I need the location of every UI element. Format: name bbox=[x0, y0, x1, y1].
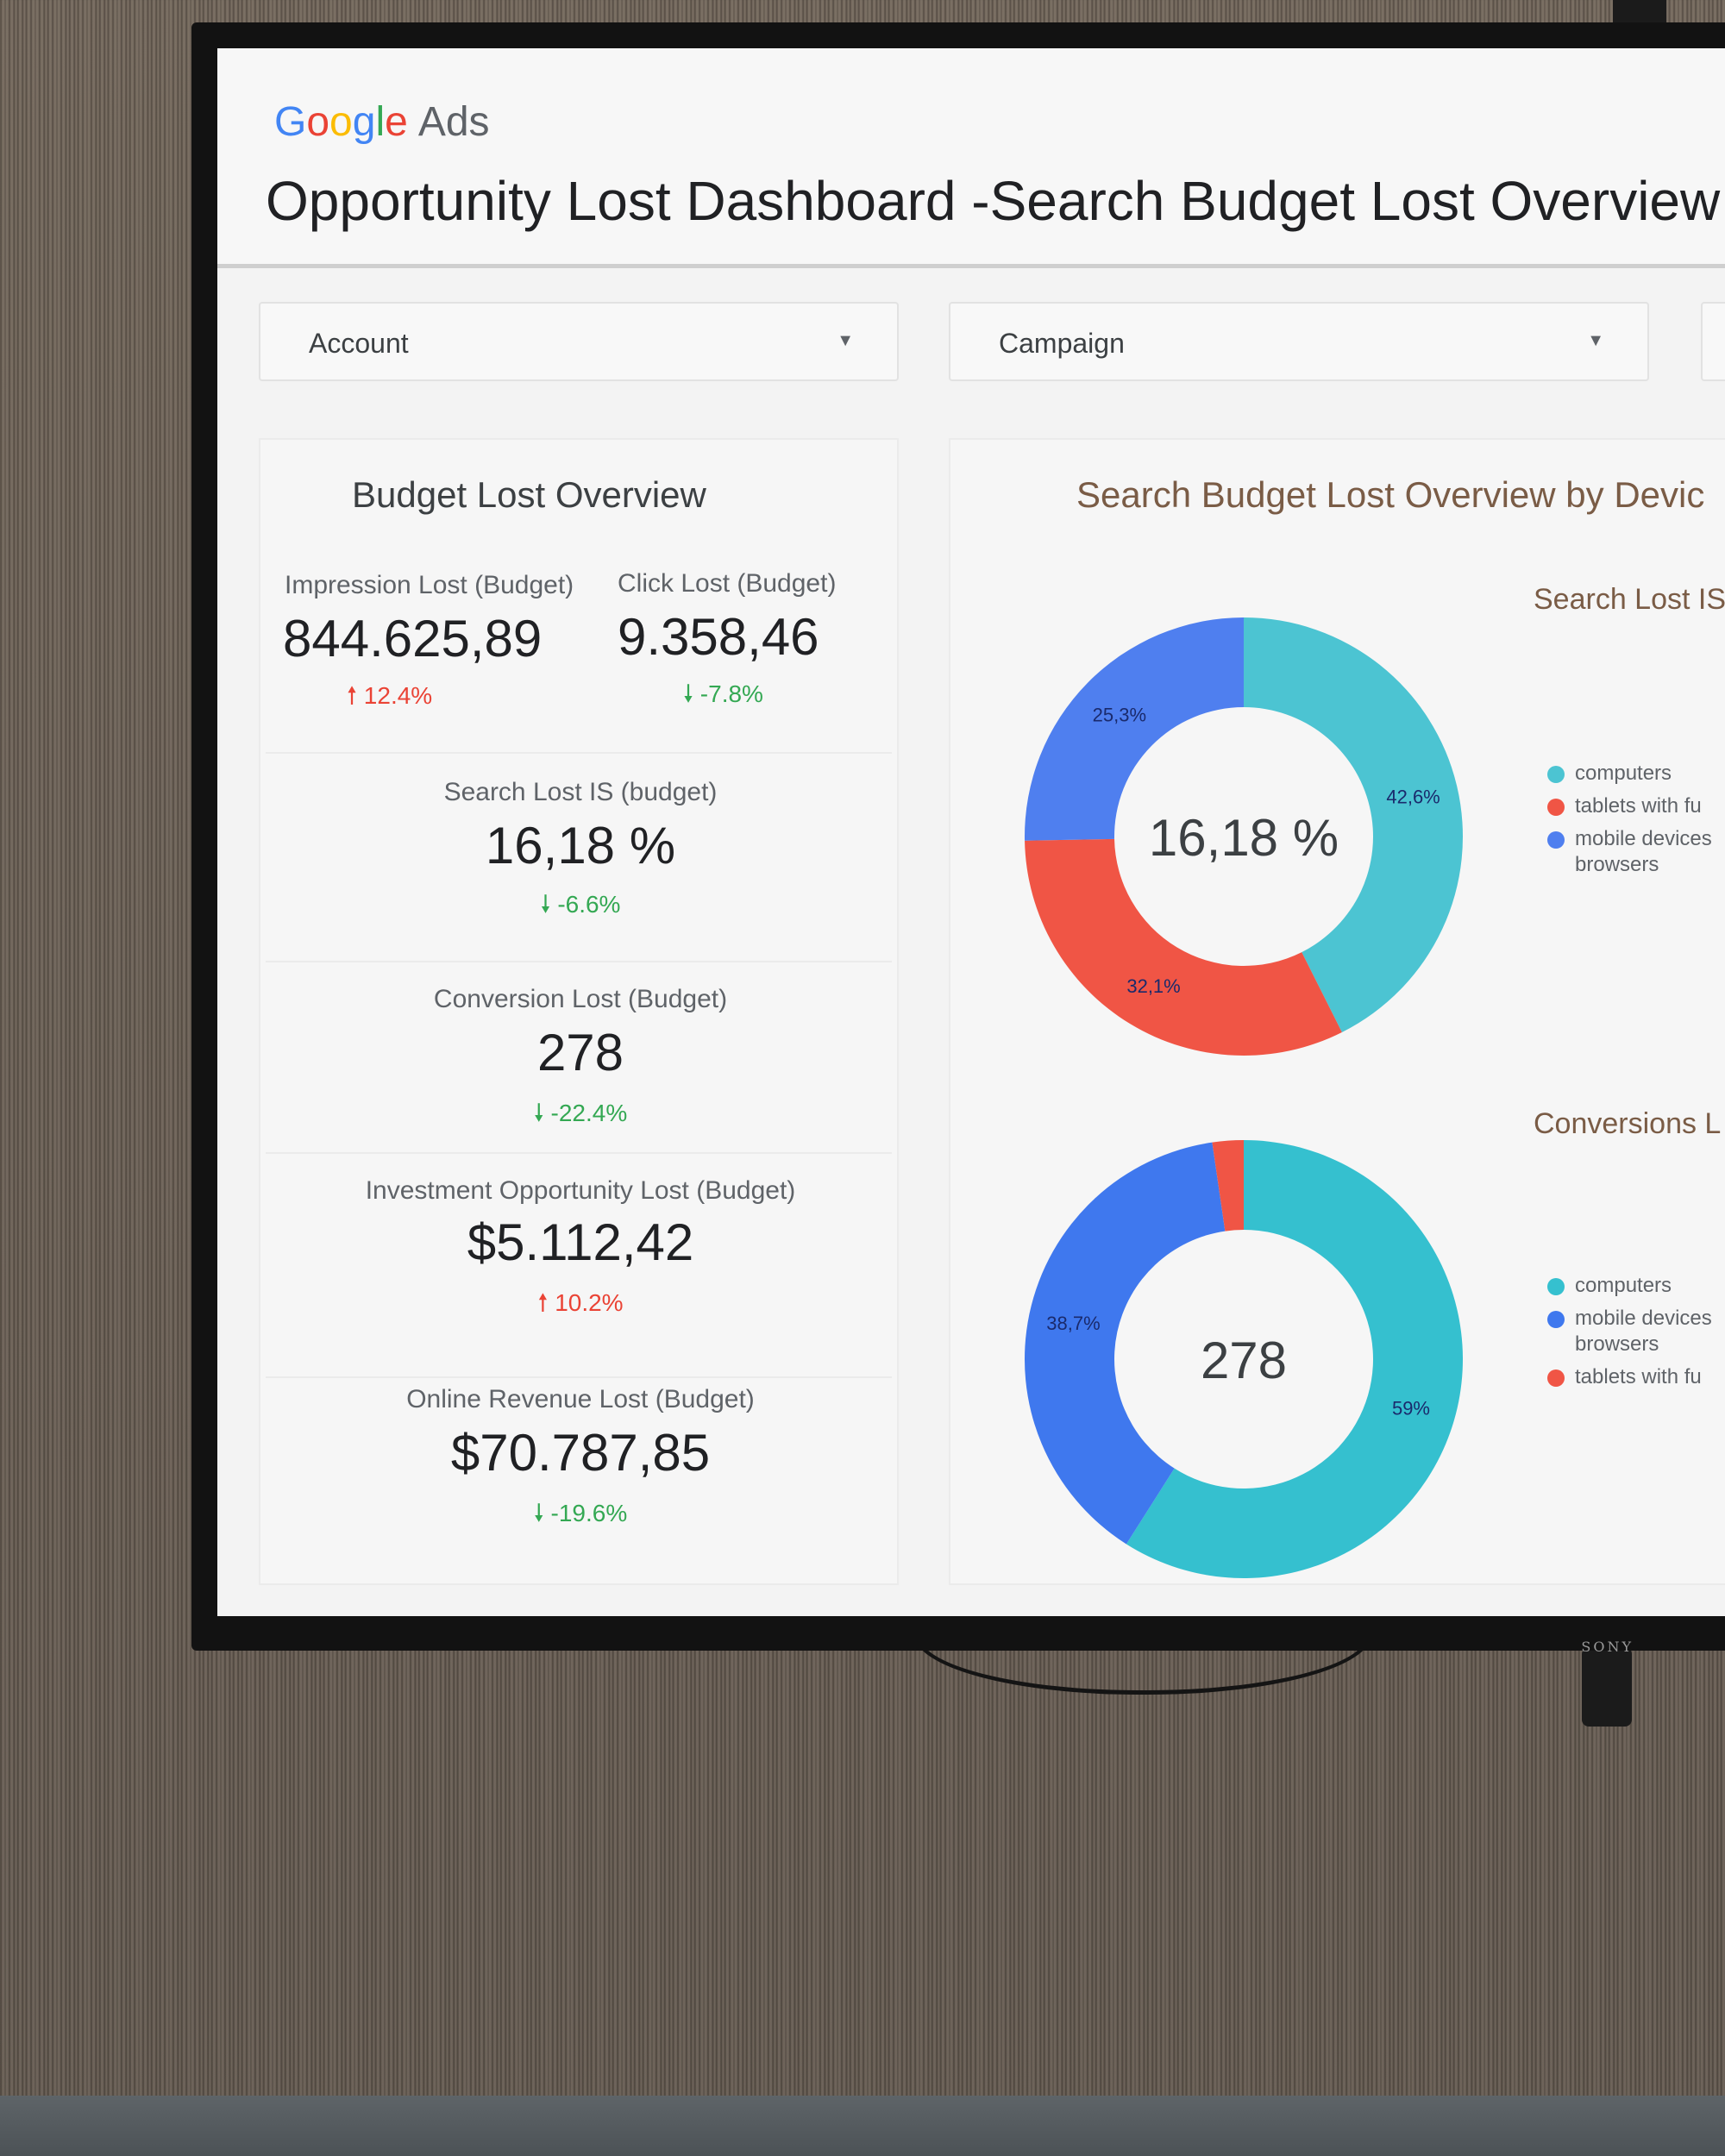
search-lost-is-donut-chart: 42,6% 32,1% 25,3% 16,18 % bbox=[1025, 617, 1463, 1056]
chevron-down-icon: ▼ bbox=[1587, 331, 1604, 350]
chart1-legend-title: Search Lost IS bbox=[1534, 583, 1725, 616]
donut-slice-computers[interactable] bbox=[1244, 617, 1463, 1033]
wall-mount-bracket bbox=[1582, 1647, 1632, 1727]
conversions-lost-donut-chart: 59% 38,7% 278 bbox=[1025, 1140, 1463, 1578]
legend-item[interactable]: tablets with fu bbox=[1547, 1364, 1725, 1390]
donut-slice-computers[interactable] bbox=[1126, 1140, 1463, 1578]
impression-lost-delta: 🠕 12.4% bbox=[347, 682, 433, 709]
legend-label: computers bbox=[1575, 761, 1672, 785]
legend-swatch bbox=[1547, 1369, 1565, 1387]
investment-lost-value: $5.112,42 bbox=[467, 1213, 694, 1271]
divider bbox=[266, 1376, 892, 1378]
dashboard-screen: Google Ads Opportunity Lost Dashboard -Se… bbox=[217, 48, 1725, 1616]
next-filter-dropdown[interactable] bbox=[1701, 302, 1725, 381]
slice-data-label: 59% bbox=[1392, 1397, 1430, 1419]
search-lost-is-value: 16,18 % bbox=[485, 817, 676, 874]
revenue-lost-delta: 🠗 -19.6% bbox=[533, 1500, 628, 1526]
account-filter-label: Account bbox=[309, 328, 409, 359]
click-lost-value: 9.358,46 bbox=[618, 608, 819, 666]
arrow-up-icon: 🠕 bbox=[537, 1289, 549, 1316]
donut-center-value: 278 bbox=[1201, 1332, 1287, 1389]
section-title: Budget Lost Overview bbox=[352, 474, 706, 515]
legend-item[interactable]: computers bbox=[1547, 761, 1725, 787]
campaign-filter-label: Campaign bbox=[999, 328, 1125, 359]
search-lost-is-label: Search Lost IS (budget) bbox=[443, 778, 718, 806]
chart2-legend-title: Conversions L bbox=[1534, 1107, 1722, 1140]
dashboard-header: Google Ads Opportunity Lost Dashboard -Se… bbox=[217, 48, 1725, 268]
arrow-down-icon: 🠗 bbox=[533, 1500, 544, 1526]
floor-strip bbox=[0, 2096, 1725, 2156]
campaign-filter-dropdown[interactable]: Campaign ▼ bbox=[949, 302, 1649, 381]
donut-slice-mobile[interactable] bbox=[1025, 1142, 1226, 1545]
revenue-lost-label: Online Revenue Lost (Budget) bbox=[406, 1385, 755, 1413]
legend-swatch bbox=[1547, 1311, 1565, 1328]
impression-lost-label: Impression Lost (Budget) bbox=[285, 571, 574, 599]
legend-label: tablets with fu bbox=[1575, 794, 1702, 818]
donut-slice-tablets[interactable] bbox=[1212, 1140, 1244, 1232]
legend-label: tablets with fu bbox=[1575, 1365, 1702, 1388]
budget-lost-overview-panel: Budget Lost Overview Impression Lost (Bu… bbox=[259, 438, 899, 1585]
google-ads-logo: Google Ads bbox=[274, 99, 490, 145]
donut-slice-mobile[interactable] bbox=[1025, 617, 1244, 841]
investment-lost-delta: 🠕 10.2% bbox=[537, 1289, 624, 1316]
slice-data-label: 38,7% bbox=[1046, 1313, 1100, 1334]
slice-data-label: 25,3% bbox=[1093, 705, 1146, 726]
impression-lost-value: 844.625,89 bbox=[283, 610, 543, 667]
legend-item[interactable]: mobile devices browsers bbox=[1547, 1306, 1725, 1357]
conversion-lost-label: Conversion Lost (Budget) bbox=[433, 985, 728, 1013]
legend-item[interactable]: mobile devices browsers bbox=[1547, 826, 1725, 878]
tv-frame: SONY Google Ads Opportunity Lost Dashboar… bbox=[191, 22, 1725, 1655]
slice-data-label: 32,1% bbox=[1126, 975, 1180, 997]
legend-label: mobile devices browsers bbox=[1575, 827, 1712, 876]
divider bbox=[266, 1152, 892, 1154]
chart1-legend: computers tablets with fu mobile devices b… bbox=[1547, 761, 1725, 885]
legend-label: computers bbox=[1575, 1274, 1672, 1297]
divider bbox=[266, 961, 892, 962]
conversion-lost-value: 278 bbox=[536, 1024, 624, 1081]
legend-swatch bbox=[1547, 831, 1565, 849]
legend-swatch bbox=[1547, 1278, 1565, 1295]
conversion-lost-delta: 🠗 -22.4% bbox=[533, 1100, 628, 1126]
legend-swatch bbox=[1547, 766, 1565, 783]
revenue-lost-value: $70.787,85 bbox=[450, 1424, 711, 1482]
legend-label: mobile devices browsers bbox=[1575, 1307, 1712, 1356]
chart2-legend: computers mobile devices browsers tablets … bbox=[1547, 1273, 1725, 1397]
arrow-up-icon: 🠕 bbox=[347, 682, 358, 709]
legend-item[interactable]: tablets with fu bbox=[1547, 793, 1725, 819]
account-filter-dropdown[interactable]: Account ▼ bbox=[259, 302, 899, 381]
arrow-down-icon: 🠗 bbox=[533, 1100, 544, 1126]
click-lost-label: Click Lost (Budget) bbox=[618, 569, 837, 598]
click-lost-delta: 🠗 -7.8% bbox=[683, 680, 763, 707]
legend-item[interactable]: computers bbox=[1547, 1273, 1725, 1299]
tv-brand-logo: SONY bbox=[1581, 1639, 1634, 1655]
investment-lost-label: Investment Opportunity Lost (Budget) bbox=[365, 1176, 796, 1205]
divider bbox=[266, 752, 892, 754]
legend-swatch bbox=[1547, 799, 1565, 816]
arrow-down-icon: 🠗 bbox=[540, 891, 551, 918]
search-lost-is-delta: 🠗 -6.6% bbox=[540, 891, 621, 918]
device-section-title: Search Budget Lost Overview by Devic bbox=[1076, 474, 1705, 515]
page-title: Opportunity Lost Dashboard -Search Budge… bbox=[266, 170, 1721, 232]
donut-center-value: 16,18 % bbox=[1149, 809, 1339, 867]
donut-slice-tablets[interactable] bbox=[1025, 838, 1342, 1056]
slice-data-label: 42,6% bbox=[1386, 786, 1440, 807]
chevron-down-icon: ▼ bbox=[837, 331, 854, 350]
arrow-down-icon: 🠗 bbox=[683, 680, 694, 707]
device-overview-panel: Search Budget Lost Overview by Devic Sea… bbox=[949, 438, 1725, 1585]
